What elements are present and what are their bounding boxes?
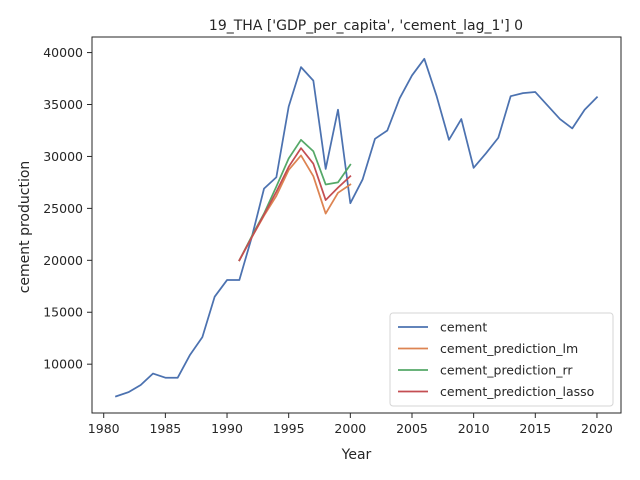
chart-title: 19_THA ['GDP_per_capita', 'cement_lag_1'… (209, 18, 523, 34)
legend-entry-label: cement_prediction_lm (440, 341, 578, 356)
legend-box (389, 312, 614, 407)
y-tick-label: 35000 (43, 97, 83, 112)
y-axis-label: cement production (17, 161, 33, 294)
legend: cement cement_prediction_lm cement_predict… (389, 312, 614, 407)
x-tick-label: 2005 (396, 421, 428, 436)
plot-frame (91, 36, 622, 414)
series-line-cement-prediction-lasso (238, 147, 352, 262)
x-tick-label: 2010 (458, 421, 490, 436)
series-line-cement (114, 57, 599, 398)
legend-entry-label: cement_prediction_rr (440, 363, 573, 378)
x-tick-label: 1980 (88, 421, 120, 436)
series-layer (114, 57, 599, 398)
y-tick-label: 15000 (43, 305, 83, 320)
axes-layer: 1980 1985 1990 1995 2000 2005 2010 2015 2020 1000… (43, 36, 622, 436)
x-tick-label: 2015 (519, 421, 551, 436)
legend-entry-label: cement_prediction_lasso (440, 384, 594, 399)
x-axis-label: Year (341, 447, 372, 463)
y-tick-label: 40000 (43, 45, 83, 60)
x-tick-label: 2000 (334, 421, 366, 436)
y-tick-label: 25000 (43, 201, 83, 216)
y-tick-label: 20000 (43, 253, 83, 268)
x-tick-label: 1995 (273, 421, 305, 436)
y-tick-label: 30000 (43, 149, 83, 164)
legend-entry-label: cement (440, 320, 487, 335)
x-tick-label: 2020 (581, 421, 613, 436)
x-tick-label: 1985 (149, 421, 181, 436)
y-tick-label: 10000 (43, 357, 83, 372)
x-tick-label: 1990 (211, 421, 243, 436)
